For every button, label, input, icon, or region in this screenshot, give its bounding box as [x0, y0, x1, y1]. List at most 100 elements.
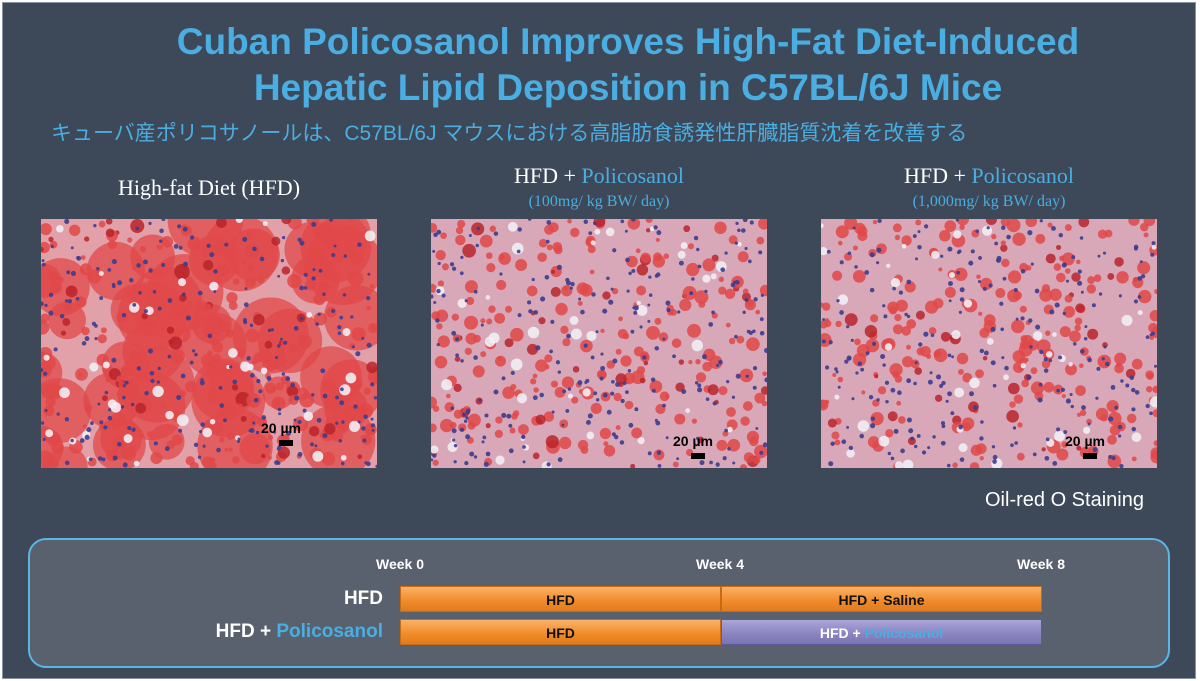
- cell: [1032, 331, 1043, 341]
- cell: [590, 355, 595, 360]
- scale-bar: [1083, 453, 1097, 459]
- cell: [676, 457, 680, 461]
- cell: [826, 249, 831, 254]
- cell: [1032, 452, 1037, 457]
- cell: [152, 385, 164, 398]
- cell: [431, 283, 437, 293]
- cell: [672, 354, 676, 359]
- cell: [876, 398, 880, 402]
- cell: [164, 446, 170, 452]
- cell: [1053, 263, 1062, 271]
- cell: [317, 312, 321, 316]
- cell: [640, 252, 651, 263]
- cell: [648, 293, 653, 297]
- cell: [545, 239, 550, 244]
- cell: [501, 412, 507, 418]
- cell: [878, 435, 890, 447]
- cell: [472, 365, 485, 378]
- cell: [480, 323, 484, 327]
- cell: [557, 457, 563, 463]
- cell: [708, 322, 714, 327]
- timeline: Week 0 Week 4 Week 8 HFD HFD HFD + Saline HFD …: [28, 538, 1170, 668]
- cell: [1145, 403, 1150, 409]
- cell: [852, 245, 858, 251]
- cell: [693, 235, 699, 241]
- cell: [56, 225, 64, 233]
- cell: [1012, 232, 1026, 246]
- cell: [544, 364, 550, 370]
- cell: [628, 422, 634, 428]
- cell: [141, 313, 148, 320]
- cell: [338, 438, 343, 443]
- cell: [340, 454, 347, 461]
- cell: [209, 418, 216, 425]
- cell: [608, 299, 614, 305]
- cell: [892, 324, 904, 335]
- cell: [526, 343, 539, 355]
- cell: [1117, 424, 1123, 430]
- cell: [550, 380, 559, 388]
- cell: [636, 285, 647, 296]
- cell: [744, 246, 748, 251]
- cell: [280, 258, 285, 263]
- cell: [185, 456, 195, 466]
- cell: [1107, 434, 1117, 445]
- cell: [876, 261, 880, 265]
- cell: [735, 373, 741, 379]
- cell: [892, 286, 896, 291]
- cell: [232, 456, 240, 464]
- cell: [1102, 251, 1107, 255]
- cell: [1003, 374, 1009, 381]
- cell: [161, 235, 174, 248]
- cell: [147, 348, 153, 354]
- cell: [501, 376, 506, 381]
- cell: [716, 439, 728, 451]
- scale-bar: [279, 440, 293, 446]
- cell: [185, 315, 192, 321]
- cell: [1034, 288, 1040, 294]
- cell: [924, 224, 929, 229]
- cell: [567, 387, 572, 391]
- cell: [851, 397, 855, 401]
- cell: [606, 360, 616, 369]
- cell: [755, 309, 761, 315]
- cell: [857, 420, 870, 432]
- cell: [530, 378, 537, 385]
- cell: [933, 350, 942, 358]
- cell: [977, 279, 982, 284]
- cell: [992, 459, 997, 464]
- cell: [120, 366, 126, 372]
- cell: [870, 416, 876, 421]
- cell: [759, 450, 764, 455]
- cell: [371, 428, 375, 432]
- cell: [182, 261, 189, 267]
- cell: [841, 439, 847, 445]
- cell: [431, 396, 438, 409]
- cell: [975, 369, 984, 379]
- cell: [1017, 422, 1023, 428]
- cell: [571, 396, 579, 404]
- cell: [516, 249, 521, 254]
- cell: [906, 314, 911, 319]
- cell: [94, 337, 98, 341]
- cell: [1097, 254, 1101, 258]
- cell: [1083, 336, 1088, 341]
- cell: [493, 389, 499, 395]
- cell: [898, 416, 906, 424]
- cell: [544, 354, 553, 363]
- cell: [990, 326, 996, 332]
- cell: [369, 283, 375, 289]
- cell: [473, 455, 478, 459]
- cell: [84, 336, 90, 342]
- cell: [950, 411, 955, 416]
- cell: [166, 326, 175, 334]
- cell: [1146, 372, 1154, 380]
- cell: [252, 421, 256, 425]
- cell: [79, 438, 85, 443]
- cell: [959, 297, 965, 302]
- cell: [213, 269, 218, 274]
- cell: [1114, 405, 1119, 410]
- cell: [1070, 404, 1074, 409]
- cell: [66, 270, 71, 275]
- cell: [508, 423, 513, 428]
